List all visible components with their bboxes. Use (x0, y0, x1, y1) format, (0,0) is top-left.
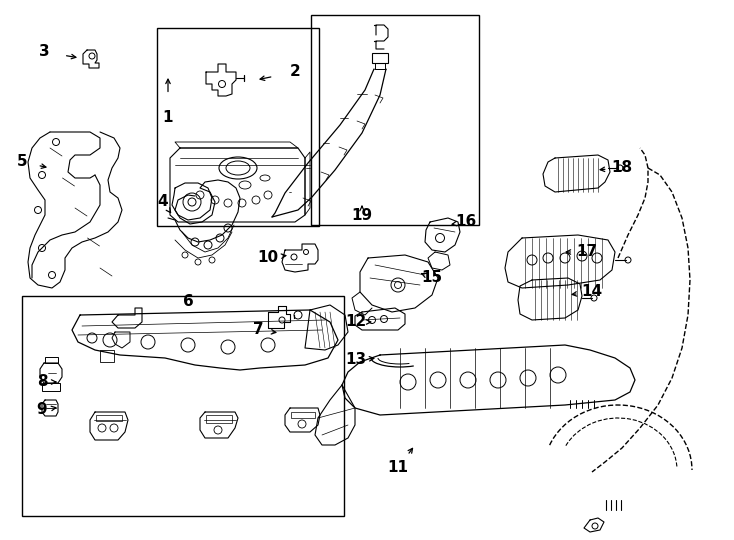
Bar (42, 383, 60, 391)
Text: 13: 13 (346, 353, 366, 368)
Text: 11: 11 (388, 461, 409, 476)
Text: 8: 8 (37, 375, 47, 389)
Text: 12: 12 (346, 314, 366, 329)
Text: 9: 9 (37, 402, 47, 417)
Text: 14: 14 (581, 285, 603, 300)
Bar (311, 15, 479, 225)
Bar (157, 28, 319, 226)
Text: 1: 1 (163, 111, 173, 125)
Text: 16: 16 (455, 214, 476, 230)
Bar (100, 350, 114, 362)
Text: 10: 10 (258, 251, 279, 266)
Bar (372, 53, 388, 63)
Bar (45, 357, 58, 363)
Text: 7: 7 (252, 322, 264, 338)
Text: 19: 19 (352, 207, 373, 222)
Text: 6: 6 (183, 294, 193, 309)
Bar (96, 415, 122, 421)
Bar (375, 63, 385, 69)
Text: 15: 15 (421, 271, 443, 286)
Text: 18: 18 (611, 160, 633, 176)
Bar (291, 412, 315, 418)
Text: 4: 4 (158, 194, 168, 210)
Bar (22, 296, 344, 516)
Bar (206, 415, 232, 423)
Text: 17: 17 (576, 245, 597, 260)
Text: 2: 2 (290, 64, 300, 79)
Text: 5: 5 (17, 154, 27, 170)
Text: 3: 3 (39, 44, 49, 59)
